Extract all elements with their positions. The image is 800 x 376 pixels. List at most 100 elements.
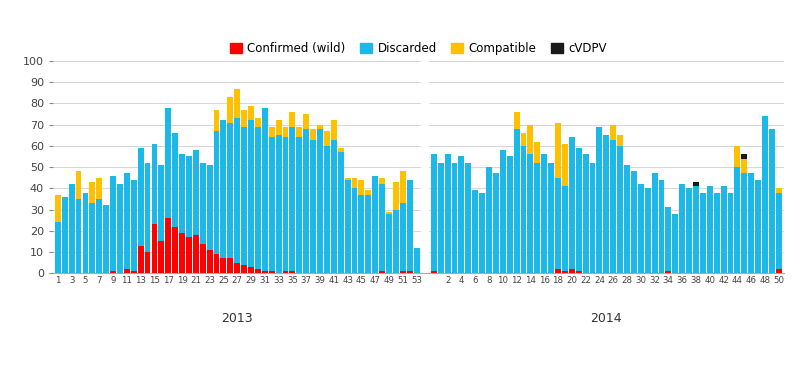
Bar xyxy=(227,123,234,258)
Bar xyxy=(290,127,295,271)
Bar xyxy=(406,271,413,273)
Bar xyxy=(351,178,358,188)
Bar xyxy=(610,124,616,139)
Bar xyxy=(379,271,385,273)
Bar xyxy=(131,180,137,271)
Bar xyxy=(303,114,309,129)
Bar xyxy=(479,193,485,273)
Bar xyxy=(248,267,254,273)
Bar xyxy=(55,195,61,222)
Bar xyxy=(227,258,234,273)
Bar xyxy=(262,108,268,271)
Bar xyxy=(514,112,519,129)
Bar xyxy=(645,188,650,273)
Bar xyxy=(234,88,240,118)
Bar xyxy=(624,165,630,273)
Bar xyxy=(324,131,330,146)
Bar xyxy=(179,233,185,273)
Bar xyxy=(241,127,247,265)
Text: 2014: 2014 xyxy=(590,312,622,324)
Bar xyxy=(776,193,782,269)
Bar xyxy=(617,146,623,273)
Bar xyxy=(542,155,547,273)
Bar xyxy=(562,186,568,271)
Bar xyxy=(214,254,219,273)
Bar xyxy=(576,148,582,271)
Bar xyxy=(317,129,323,273)
Bar xyxy=(227,97,234,123)
Bar xyxy=(179,155,185,233)
Bar xyxy=(534,163,540,273)
Bar xyxy=(200,244,206,273)
Bar xyxy=(521,133,526,146)
Bar xyxy=(466,163,471,273)
Bar xyxy=(131,271,137,273)
Bar xyxy=(714,193,720,273)
Bar xyxy=(296,127,302,137)
Bar xyxy=(582,155,589,273)
Bar xyxy=(269,127,274,137)
Bar xyxy=(138,148,143,246)
Bar xyxy=(145,163,150,252)
Bar xyxy=(138,246,143,273)
Bar xyxy=(166,108,171,218)
Bar xyxy=(693,186,699,273)
Bar xyxy=(406,180,413,271)
Bar xyxy=(331,120,337,139)
Bar xyxy=(527,124,534,155)
Bar xyxy=(310,139,316,273)
Bar xyxy=(221,120,226,258)
Bar xyxy=(445,155,450,273)
Bar xyxy=(151,144,158,224)
Bar xyxy=(193,150,198,235)
Bar xyxy=(597,127,602,273)
Bar xyxy=(472,191,478,273)
Bar xyxy=(386,214,392,273)
Bar xyxy=(241,265,247,273)
Bar xyxy=(62,197,68,273)
Bar xyxy=(76,171,82,199)
Bar xyxy=(555,269,561,273)
Bar xyxy=(269,137,274,271)
Bar xyxy=(76,199,82,273)
Bar xyxy=(351,188,358,273)
Bar xyxy=(248,120,254,267)
Bar xyxy=(451,163,458,273)
Bar xyxy=(186,237,192,273)
Bar xyxy=(521,146,526,273)
Bar xyxy=(693,182,699,186)
Bar xyxy=(562,271,568,273)
Bar xyxy=(555,123,561,178)
Bar xyxy=(679,184,685,273)
Bar xyxy=(590,163,595,273)
Bar xyxy=(414,248,419,273)
Bar xyxy=(103,205,109,273)
Bar xyxy=(282,137,289,271)
Bar xyxy=(117,184,123,273)
Bar xyxy=(110,176,116,271)
Bar xyxy=(206,165,213,250)
Bar xyxy=(506,156,513,273)
Bar xyxy=(400,203,406,271)
Bar xyxy=(686,188,692,273)
Bar xyxy=(486,167,492,273)
Bar xyxy=(324,146,330,273)
Bar xyxy=(400,271,406,273)
Bar xyxy=(290,112,295,127)
Bar xyxy=(124,173,130,269)
Bar xyxy=(617,135,623,146)
Bar xyxy=(158,241,164,273)
Bar xyxy=(393,209,399,273)
Bar xyxy=(282,127,289,137)
Bar xyxy=(721,186,726,273)
Bar xyxy=(755,180,761,273)
Bar xyxy=(603,135,610,273)
Bar xyxy=(276,120,282,135)
Bar xyxy=(610,139,616,273)
Bar xyxy=(514,129,519,273)
Bar xyxy=(734,146,740,167)
Bar xyxy=(310,129,316,139)
Bar xyxy=(534,142,540,163)
Bar xyxy=(90,182,95,203)
Bar xyxy=(69,184,74,273)
